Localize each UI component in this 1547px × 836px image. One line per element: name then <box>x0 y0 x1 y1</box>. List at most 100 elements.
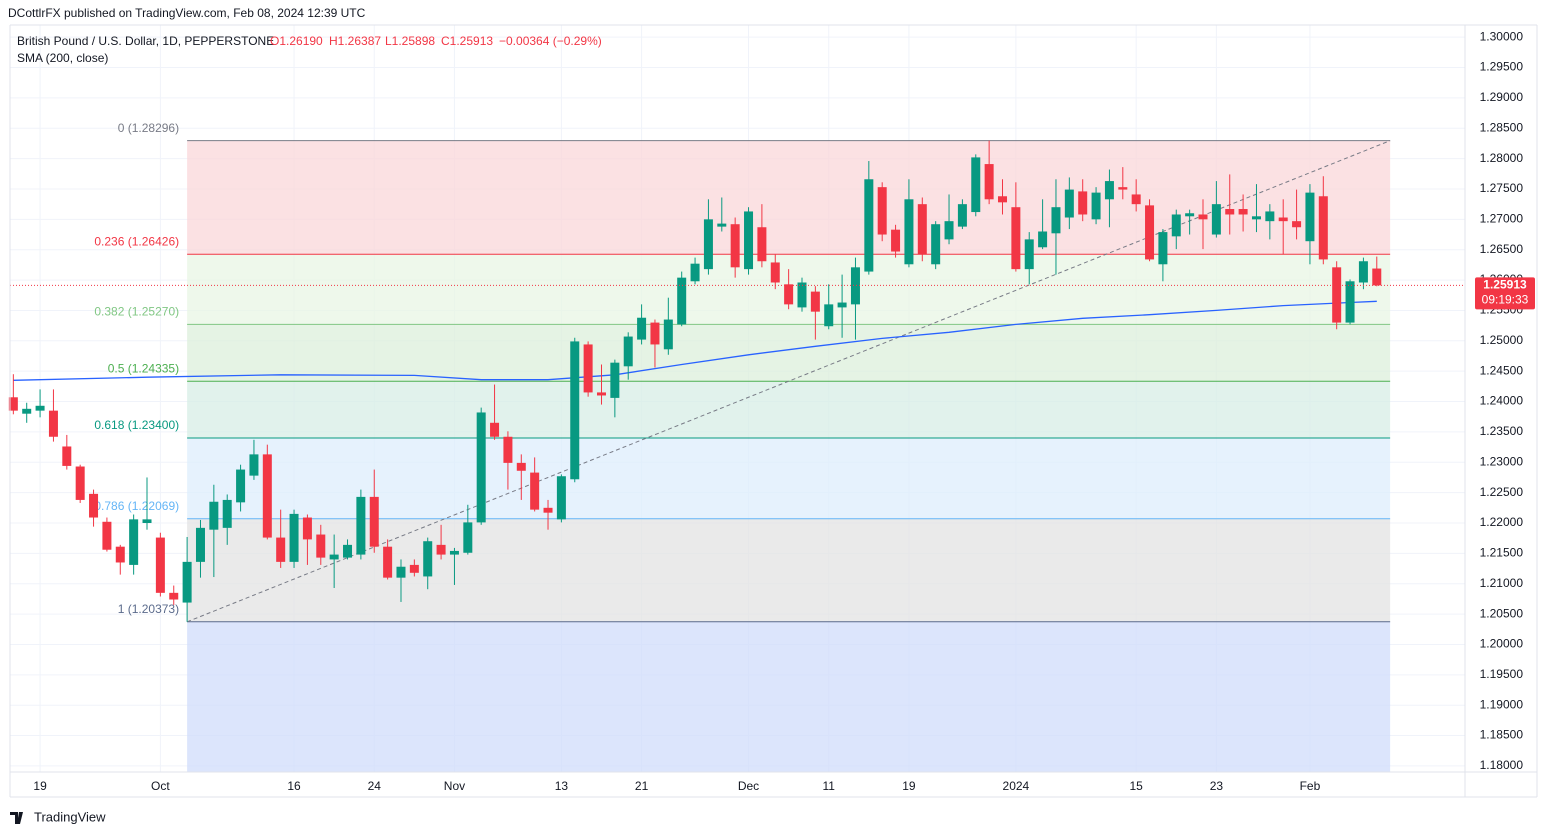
ohlc-value: C1.25913 <box>441 34 493 48</box>
candle-body <box>129 519 139 565</box>
candle-body <box>824 304 834 327</box>
last-price-box <box>1475 277 1535 310</box>
candle-body <box>837 302 847 308</box>
candle-body <box>8 397 18 411</box>
candle-body <box>476 412 486 523</box>
candle-body <box>209 501 219 530</box>
y-tick-label: 1.22000 <box>1480 515 1524 529</box>
candle-body <box>1038 231 1048 248</box>
candle-body <box>810 291 820 312</box>
x-tick-label: Feb <box>1300 779 1321 793</box>
fib-label: 0 (1.28296) <box>118 121 179 135</box>
candle-body <box>744 211 754 270</box>
fib-zone <box>187 381 1391 438</box>
candle-body <box>1064 189 1074 218</box>
candle-body <box>463 522 473 553</box>
fib-label: 0.786 (1.22069) <box>94 499 179 513</box>
candle-body <box>1292 221 1302 228</box>
candle-body <box>1238 209 1248 215</box>
candle-body <box>249 454 259 476</box>
candle-body <box>22 408 32 414</box>
candle-body <box>904 199 914 265</box>
candle-body <box>877 187 887 235</box>
y-tick-label: 1.24000 <box>1480 394 1524 408</box>
candle-body <box>1185 213 1195 217</box>
candle-body <box>917 204 927 255</box>
candle-body <box>1131 194 1141 205</box>
y-tick-label: 1.30000 <box>1480 29 1524 43</box>
y-tick-label: 1.28500 <box>1480 120 1524 134</box>
x-tick-label: 16 <box>287 779 301 793</box>
plot-area: 0 (1.28296) 0.236 (1.26426) 0.382 (1.25270… <box>8 25 1465 772</box>
candle-body <box>1145 205 1155 260</box>
candle-body <box>409 564 419 573</box>
candle-body <box>48 410 58 437</box>
countdown: 09:19:33 <box>1482 293 1529 307</box>
fib-label: 0.382 (1.25270) <box>94 305 179 319</box>
x-tick-label: Oct <box>151 779 170 793</box>
y-tick-label: 1.18500 <box>1480 728 1524 742</box>
logo-icon <box>10 812 23 824</box>
candle-body <box>957 204 967 227</box>
candle-body <box>1332 267 1342 323</box>
candle-body <box>423 541 433 577</box>
fib-label: 0.236 (1.26426) <box>94 234 179 248</box>
sma-line <box>13 300 1377 381</box>
fib-label: 0.5 (1.24335) <box>108 361 179 375</box>
x-tick-label: 13 <box>555 779 569 793</box>
ohlc-value: L1.25898 <box>385 34 435 48</box>
candle-body <box>276 537 286 562</box>
candle-body <box>1305 192 1315 242</box>
y-tick-label: 1.29000 <box>1480 90 1524 104</box>
candle-body <box>717 223 727 227</box>
candle-body <box>449 550 459 555</box>
y-tick-label: 1.21500 <box>1480 546 1524 560</box>
candle-body <box>583 344 593 393</box>
candle-body <box>850 267 860 305</box>
candle-body <box>596 392 606 396</box>
ohlc-value: H1.26387 <box>329 34 381 48</box>
x-tick-label: Dec <box>738 779 759 793</box>
footer-logo: TradingView <box>10 809 106 824</box>
fib-zone <box>187 324 1391 382</box>
candle-body <box>1251 216 1261 220</box>
candle-body <box>770 262 780 283</box>
y-tick-label: 1.23000 <box>1480 454 1524 468</box>
y-tick-label: 1.21000 <box>1480 576 1524 590</box>
candle-body <box>62 446 72 466</box>
y-tick-label: 1.25000 <box>1480 333 1524 347</box>
candle-body <box>570 341 580 480</box>
candle-body <box>1024 239 1034 270</box>
candle-body <box>503 436 513 463</box>
candle-body <box>516 462 526 471</box>
candle-body <box>1358 261 1368 283</box>
candle-body <box>396 566 406 578</box>
candle-body <box>102 521 112 550</box>
publisher: DCottlrFX published on TradingView.com, … <box>8 6 366 20</box>
candle-body <box>1198 214 1208 220</box>
candle-body <box>115 546 125 563</box>
candle-body <box>784 284 794 305</box>
fib-zone <box>187 140 1391 255</box>
x-tick-label: 21 <box>635 779 649 793</box>
candle-body <box>1091 192 1101 220</box>
fib-zone <box>187 437 1391 519</box>
candle-body <box>530 472 540 510</box>
candle-body <box>329 554 339 560</box>
candle-body <box>155 537 165 593</box>
x-tick-label: 11 <box>822 779 835 793</box>
candle-body <box>984 164 994 200</box>
candle-body <box>436 544 446 555</box>
fib-zone <box>187 518 1391 622</box>
candle-body <box>1011 207 1021 270</box>
candle-body <box>931 224 941 265</box>
symbol-title: British Pound / U.S. Dollar, 1D, PEPPERS… <box>17 34 274 48</box>
x-tick-label: 24 <box>368 779 382 793</box>
candle-body <box>383 546 393 578</box>
candle-body <box>356 496 366 555</box>
candle-body <box>891 229 901 252</box>
candle-body <box>182 561 192 603</box>
candle-body <box>1078 191 1088 215</box>
candle-body <box>1265 211 1275 222</box>
